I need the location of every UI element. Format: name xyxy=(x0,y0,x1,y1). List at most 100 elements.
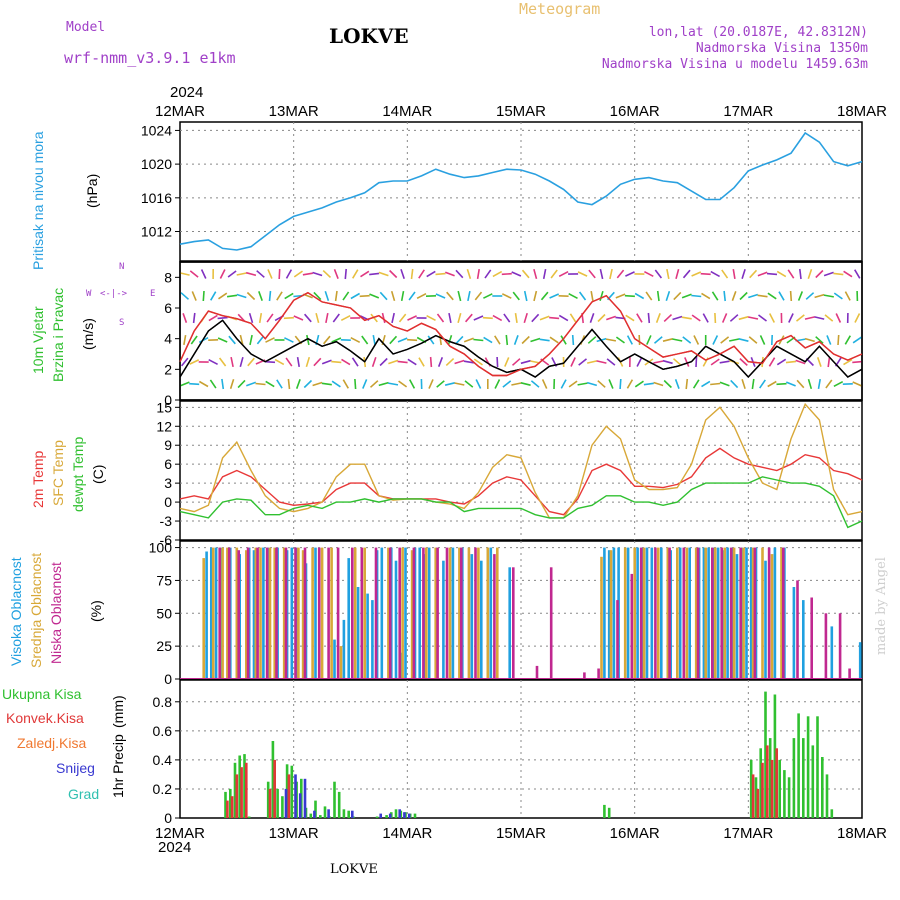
bar-cloud_low xyxy=(720,547,723,679)
panel-3-frame xyxy=(179,540,863,680)
bar-cloud_low xyxy=(422,547,425,679)
wind-direction-arrow xyxy=(180,292,190,300)
wind-direction-arrow xyxy=(636,313,643,323)
wind-direction-arrow xyxy=(352,269,359,279)
wind-direction-arrow xyxy=(741,268,746,280)
wind-direction-arrow xyxy=(239,334,244,346)
bar-cloud_mid xyxy=(221,547,224,679)
wind-direction-arrow xyxy=(815,269,824,279)
wind-direction-arrow xyxy=(625,271,635,277)
wind-direction-arrow xyxy=(646,335,652,345)
bar-cloud_low xyxy=(668,547,671,679)
bar-precip_total xyxy=(603,804,606,818)
wind-direction-arrow xyxy=(814,316,825,320)
wind-direction-arrow xyxy=(501,272,512,276)
bar-precip_total xyxy=(309,813,313,818)
wind-direction-arrow xyxy=(514,312,518,324)
bar-cloud_low xyxy=(237,550,240,679)
bar-cloud_high xyxy=(427,547,431,679)
wind-direction-arrow xyxy=(198,336,209,344)
wind-direction-arrow xyxy=(407,315,417,321)
wind-direction-arrow xyxy=(219,269,226,279)
wind-direction-arrow xyxy=(531,313,540,323)
wind-direction-arrow xyxy=(321,359,332,365)
wind-direction-arrow xyxy=(843,358,853,366)
bar-cloud_high xyxy=(792,587,796,679)
bar-cloud_mid xyxy=(259,547,262,679)
wind-direction-arrow xyxy=(682,269,691,279)
bar-cloud_low xyxy=(246,547,250,679)
bar-cloud_high xyxy=(451,547,455,679)
bar-cloud_mid xyxy=(770,554,774,679)
wind-direction-arrow xyxy=(662,338,673,342)
bar-cloud_mid xyxy=(676,547,679,679)
bar-precip_total xyxy=(787,777,791,818)
bar-cloud_mid xyxy=(363,547,366,679)
x-tick-top-14mar: 14MAR xyxy=(382,103,432,120)
wind-direction-arrow xyxy=(634,380,644,388)
bar-cloud_mid xyxy=(301,550,305,679)
wind-direction-arrow xyxy=(473,358,483,366)
wind-direction-arrow xyxy=(606,315,616,321)
bar-cloud_low xyxy=(284,547,288,679)
bar-cloud_high xyxy=(394,560,398,679)
wind-direction-arrow xyxy=(334,290,338,302)
wind-direction-arrow xyxy=(312,381,323,387)
wind-direction-arrow xyxy=(503,313,511,323)
wind-direction-arrow xyxy=(663,314,673,322)
bar-cloud_mid xyxy=(609,550,613,679)
wind-direction-arrow xyxy=(701,292,711,300)
wind-direction-arrow xyxy=(643,382,654,386)
bar-precip_conv xyxy=(230,796,234,818)
wind-direction-arrow xyxy=(333,269,339,279)
wind-direction-arrow xyxy=(685,378,689,390)
bar-precip_total xyxy=(792,738,796,818)
series-line-wind_speed xyxy=(179,319,863,379)
wind-direction-arrow xyxy=(624,294,635,298)
bar-cloud_low xyxy=(682,547,686,679)
wind-direction-arrow xyxy=(597,380,606,388)
panel-2-ytick-label: 6 xyxy=(164,456,172,472)
wind-direction-arrow xyxy=(483,293,493,299)
wind-direction-arrow xyxy=(653,360,664,364)
wind-direction-arrow xyxy=(796,379,805,389)
bar-cloud_mid xyxy=(448,547,452,679)
wind-direction-arrow xyxy=(757,271,768,277)
wind-direction-arrow xyxy=(606,358,616,366)
wind-direction-arrow xyxy=(332,313,340,323)
wind-direction-arrow xyxy=(189,359,200,365)
wind-direction-arrow xyxy=(666,268,670,280)
wind-direction-arrow xyxy=(276,379,283,389)
wind-direction-arrow xyxy=(663,379,672,389)
wind-direction-arrow xyxy=(322,270,332,278)
wind-direction-arrow xyxy=(473,315,484,321)
wind-direction-arrow xyxy=(200,269,207,279)
bar-precip_conv xyxy=(245,762,248,818)
wind-direction-arrow xyxy=(321,382,332,386)
bar-cloud_low xyxy=(696,547,700,679)
bar-precip_total xyxy=(271,741,275,818)
wind-direction-arrow xyxy=(787,269,795,279)
wind-direction-arrow xyxy=(191,291,197,301)
wind-direction-arrow xyxy=(767,292,777,300)
bar-cloud_high xyxy=(356,587,360,679)
bar-cloud_low xyxy=(739,547,742,679)
bar-snow xyxy=(313,810,316,818)
wind-direction-arrow xyxy=(322,335,331,345)
bar-cloud_high xyxy=(607,550,611,679)
wind-direction-arrow xyxy=(400,269,405,279)
elevation-info: Nadmorska Visina 1350m xyxy=(695,41,868,56)
wind-direction-arrow xyxy=(625,314,635,322)
wind-direction-arrow xyxy=(239,356,244,368)
wind-direction-arrow xyxy=(267,269,273,279)
wind-direction-arrow xyxy=(354,378,357,390)
bar-precip_total xyxy=(247,816,251,818)
wind-direction-arrow xyxy=(815,336,824,344)
bar-cloud_high xyxy=(214,547,218,679)
bar-cloud_mid xyxy=(685,547,689,679)
wind-direction-arrow xyxy=(296,356,300,368)
wind-direction-arrow xyxy=(501,293,512,299)
wind-direction-arrow xyxy=(391,312,395,324)
bar-cloud_high xyxy=(745,547,748,679)
